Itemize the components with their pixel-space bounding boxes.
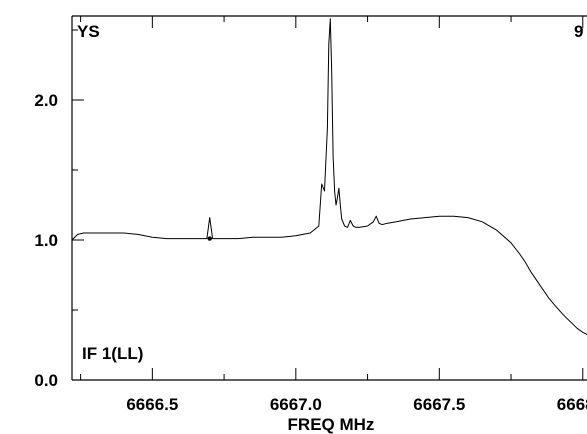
x-tick-label: 6668.0 (557, 395, 587, 414)
annotation-bottom-left: IF 1(LL) (82, 344, 143, 363)
plot-frame (71, 15, 587, 381)
y-tick-label: 2.0 (34, 91, 58, 110)
annotation-top-left: YS (77, 22, 100, 41)
data-marker (207, 236, 212, 241)
y-tick-label: 1.0 (34, 231, 58, 250)
series-layer (71, 18, 587, 336)
x-tick-label: 6667.0 (270, 395, 322, 414)
annotation-top-right: 9 (574, 22, 583, 41)
y-tick-label: 0.0 (34, 371, 58, 390)
tick-labels: 6666.5 6667.0 6667.5 6668.0 0.0 1.0 2.0 (34, 91, 587, 414)
axis-ticks (72, 16, 584, 381)
x-tick-label: 6666.5 (126, 395, 178, 414)
x-tick-label: 6667.5 (413, 395, 465, 414)
x-axis-title: FREQ MHz (288, 415, 375, 434)
spectrum-line (71, 18, 587, 336)
